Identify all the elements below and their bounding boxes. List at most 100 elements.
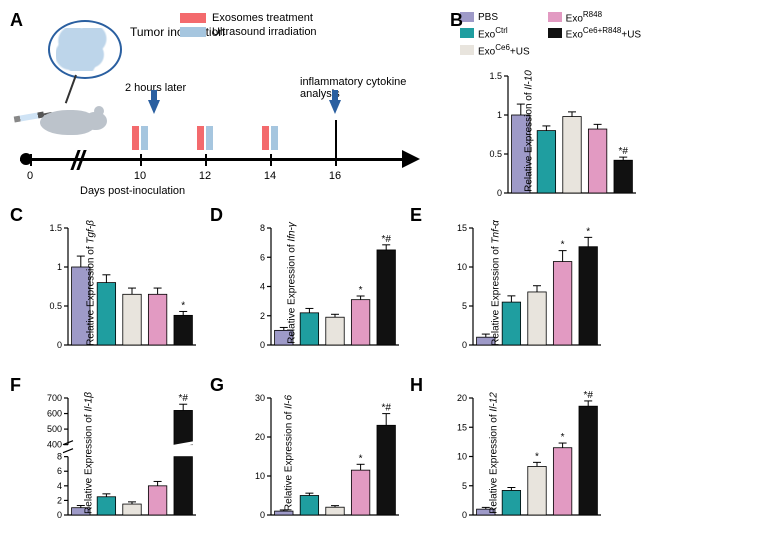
treatment-bars <box>197 126 213 150</box>
svg-text:2: 2 <box>260 311 265 321</box>
timeline-tick-label: 16 <box>329 170 341 182</box>
svg-text:500: 500 <box>47 424 62 434</box>
svg-text:6: 6 <box>260 252 265 262</box>
svg-text:8: 8 <box>57 452 62 462</box>
legend-swatch <box>548 12 562 22</box>
treatment-bars <box>262 126 278 150</box>
exosome-bar <box>197 126 204 150</box>
svg-text:*#: *# <box>178 393 188 404</box>
legend-text: ExoCe6+US <box>478 43 530 57</box>
panel-label-D: D <box>210 205 223 226</box>
legend-swatch <box>180 13 206 23</box>
svg-text:*: * <box>181 300 185 311</box>
exosome-bar <box>132 126 139 150</box>
svg-text:10: 10 <box>457 262 467 272</box>
svg-text:1: 1 <box>497 110 502 120</box>
svg-text:*: * <box>561 240 565 251</box>
group-legend-item: ExoCe6+R848+US <box>548 26 641 40</box>
ylabel-H: Relative Expression of Il-12 <box>488 392 499 514</box>
svg-text:10: 10 <box>255 471 265 481</box>
svg-text:*#: *# <box>583 390 593 401</box>
chart-H: Relative Expression of Il-12 05101520***… <box>445 380 605 525</box>
tumor-inoculation-icon <box>48 20 122 79</box>
svg-text:4: 4 <box>57 481 62 491</box>
svg-text:4: 4 <box>260 282 265 292</box>
svg-text:*: * <box>359 453 363 464</box>
panel-label-H: H <box>410 375 423 396</box>
svg-text:*#: *# <box>381 403 391 414</box>
ylabel-D: Relative Expression of Ifn-γ <box>286 222 297 344</box>
svg-text:*: * <box>586 226 590 237</box>
timeline-tick <box>30 154 32 166</box>
legend-text: ExoCe6+R848+US <box>566 26 641 40</box>
svg-text:0: 0 <box>260 510 265 520</box>
svg-text:1: 1 <box>57 262 62 272</box>
group-legend-item: ExoCtrl <box>460 26 530 40</box>
group-legend-item: ExoCe6+US <box>460 43 530 57</box>
group-legend-item: PBS <box>460 10 530 24</box>
svg-text:0: 0 <box>57 510 62 520</box>
panel-label-F: F <box>10 375 21 396</box>
svg-text:0: 0 <box>260 340 265 350</box>
timeline-xlabel: Days post-inoculation <box>80 185 185 197</box>
treatment-legend: Exosomes treatment Ultrasound irradiation <box>180 12 317 38</box>
mouse-icon <box>20 100 110 140</box>
timeline-tick-label: 10 <box>134 170 146 182</box>
svg-text:5: 5 <box>462 301 467 311</box>
legend-text: PBS <box>478 12 498 23</box>
legend-swatch <box>180 27 206 37</box>
svg-text:2: 2 <box>57 495 62 505</box>
ylabel-F: Relative Expression of Il-1β <box>83 392 94 514</box>
svg-text:0: 0 <box>497 188 502 198</box>
panel-A-schematic: Tumor inoculation 2 hours later inflamma… <box>20 20 430 180</box>
svg-text:6: 6 <box>57 466 62 476</box>
timeline-tick-label: 12 <box>199 170 211 182</box>
timeline-tick-label: 14 <box>264 170 276 182</box>
svg-text:30: 30 <box>255 393 265 403</box>
legend-text: ExoR848 <box>566 10 602 24</box>
legend-swatch <box>548 28 562 38</box>
timeline-tick <box>140 154 142 166</box>
panel-label-G: G <box>210 375 224 396</box>
timeline-tick <box>270 154 272 166</box>
ultrasound-bar <box>141 126 148 150</box>
svg-text:600: 600 <box>47 409 62 419</box>
chart-F: Relative Expression of Il-1β 0 2 4 6 8 400 500… <box>40 380 200 525</box>
ultrasound-bar <box>271 126 278 150</box>
chart-E: Relative Expression of Tnf-α 051015** <box>445 210 605 355</box>
group-legend: PBS ExoR848 ExoCtrl ExoCe6+R848+US ExoCe6+US <box>460 10 641 57</box>
svg-text:15: 15 <box>457 223 467 233</box>
timeline-arrowhead-icon <box>402 150 420 168</box>
svg-text:400: 400 <box>47 440 62 450</box>
legend-item: Exosomes treatment <box>180 12 317 24</box>
svg-text:0: 0 <box>462 510 467 520</box>
legend-swatch <box>460 45 474 55</box>
ylabel-C: Relative Expression of Tgf-β <box>85 220 96 346</box>
chart-B: Relative Expression of Il-10 00.511.5*# <box>480 58 640 203</box>
ylabel-G: Relative Expression of Il-6 <box>284 394 295 510</box>
svg-text:5: 5 <box>462 481 467 491</box>
timeline-tick <box>205 154 207 166</box>
down-arrow-icon <box>148 100 160 114</box>
axis-break-icon <box>70 150 88 170</box>
timeline: 010121416 Days post-inoculation <box>20 150 420 190</box>
svg-text:700: 700 <box>47 393 62 403</box>
svg-text:*: * <box>359 285 363 296</box>
ylabel-E: Relative Expression of Tnf-α <box>490 220 501 346</box>
ultrasound-bar <box>206 126 213 150</box>
panel-label-B: B <box>450 10 463 31</box>
group-legend-item: ExoR848 <box>548 10 641 24</box>
panel-label-C: C <box>10 205 23 226</box>
svg-text:10: 10 <box>457 452 467 462</box>
svg-text:1.5: 1.5 <box>49 223 62 233</box>
legend-item: Ultrasound irradiation <box>180 26 317 38</box>
exosome-bar <box>262 126 269 150</box>
legend-text: ExoCtrl <box>478 26 508 40</box>
ylabel-B: Relative Expression of Il-10 <box>523 70 534 192</box>
svg-text:15: 15 <box>457 422 467 432</box>
panel-label-E: E <box>410 205 422 226</box>
svg-text:*#: *# <box>381 234 391 245</box>
figure: A Tumor inoculation 2 hours later inflam… <box>10 10 752 541</box>
inflammatory-label: inflammatory cytokine analysis <box>300 76 430 100</box>
chart-G: Relative Expression of Il-6 0102030**# <box>243 380 403 525</box>
